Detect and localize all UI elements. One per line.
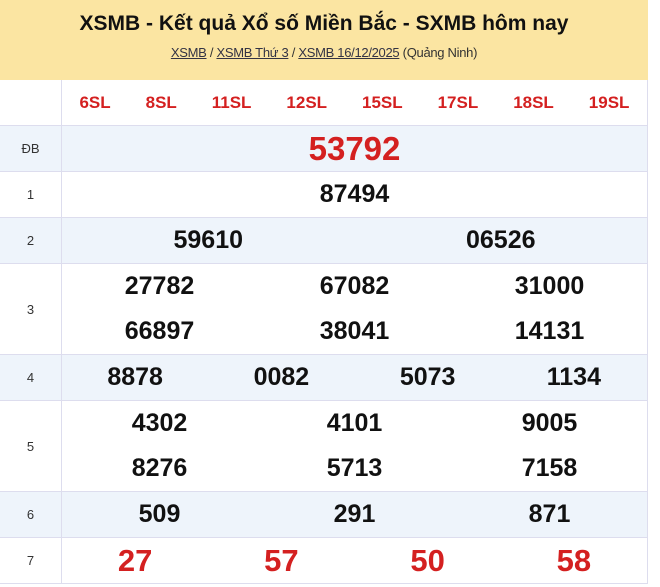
prize-number: 9005 [521, 409, 578, 437]
breadcrumb-xsmb[interactable]: XSMB [170, 45, 207, 60]
prize-number: 06526 [465, 226, 536, 254]
page-header: XSMB - Kết quả Xổ số Miền Bắc - SXMB hôm… [0, 0, 648, 80]
results-table: 6SL 8SL 11SL 12SL 15SL 17SL 18SL 19SL ĐB 53792 1 8… [0, 80, 648, 584]
sl-code: 15SL [362, 93, 403, 112]
prize-row: 6 509 291 871 [0, 492, 647, 538]
prize-number: 67082 [319, 272, 390, 300]
breadcrumb-weekday[interactable]: XSMB Thứ 3 [216, 45, 289, 60]
prize-number: 57 [264, 543, 299, 578]
prize-label: 5 [0, 401, 62, 491]
prize-number: 50 [410, 543, 445, 578]
prize-number: 871 [528, 500, 571, 528]
sl-code: 11SL [211, 93, 252, 112]
breadcrumb: XSMB / XSMB Thứ 3 / XSMB 16/12/2025 (Quả… [0, 45, 648, 60]
breadcrumb-date[interactable]: XSMB 16/12/2025 [298, 45, 400, 60]
prize-number: 27 [117, 543, 153, 578]
breadcrumb-separator: / [291, 45, 296, 60]
prize-number: 58 [556, 543, 592, 578]
prize-number: 27782 [124, 272, 195, 300]
prize-row: 7 27 57 50 58 [0, 538, 647, 584]
prize-label: 4 [0, 355, 62, 400]
prize-label: 7 [0, 538, 62, 583]
prize-row: 5 4302 4101 9005 8276 5713 7158 [0, 401, 647, 492]
prize-number: 38041 [319, 317, 390, 345]
prize-number: 31000 [514, 272, 585, 300]
prize-number: 66897 [124, 317, 195, 345]
sl-row: 6SL 8SL 11SL 12SL 15SL 17SL 18SL 19SL [0, 80, 647, 126]
prize-number: 7158 [521, 454, 578, 482]
prize-number: 4101 [326, 409, 383, 437]
sl-code: 19SL [588, 93, 630, 112]
sl-codes: 6SL 8SL 11SL 12SL 15SL 17SL 18SL 19SL [62, 80, 647, 125]
sl-code: 6SL [79, 93, 111, 112]
prize-number: 5713 [326, 454, 383, 482]
prize-label: 1 [0, 172, 62, 217]
prize-number: 0082 [253, 363, 310, 391]
prize-row: 2 59610 06526 [0, 218, 647, 264]
prize-row: ĐB 53792 [0, 126, 647, 172]
prize-number: 8276 [131, 454, 188, 482]
prize-label: 6 [0, 492, 62, 537]
empty-label [0, 80, 62, 125]
sl-code: 8SL [145, 93, 177, 112]
prize-number: 5073 [399, 363, 456, 391]
sl-code: 12SL [286, 93, 328, 112]
prize-row: 4 8878 0082 5073 1134 [0, 355, 647, 401]
prize-number: 53792 [308, 130, 401, 167]
prize-number: 291 [333, 500, 376, 528]
prize-label: ĐB [0, 126, 62, 171]
province: (Quảng Ninh) [402, 45, 478, 60]
prize-label: 2 [0, 218, 62, 263]
prize-number: 59610 [173, 226, 244, 254]
sl-code: 17SL [437, 93, 479, 112]
prize-row: 1 87494 [0, 172, 647, 218]
prize-number: 14131 [514, 317, 585, 345]
prize-number: 509 [138, 500, 181, 528]
prize-label: 3 [0, 264, 62, 354]
prize-number: 8878 [107, 363, 163, 391]
prize-number: 1134 [546, 363, 601, 391]
prize-number: 4302 [131, 409, 188, 437]
sl-code: 18SL [513, 93, 554, 112]
prize-number: 87494 [319, 180, 390, 208]
page-title: XSMB - Kết quả Xổ số Miền Bắc - SXMB hôm… [79, 12, 569, 35]
prize-row: 3 27782 67082 31000 66897 38041 14131 [0, 264, 647, 355]
breadcrumb-separator: / [209, 45, 214, 60]
